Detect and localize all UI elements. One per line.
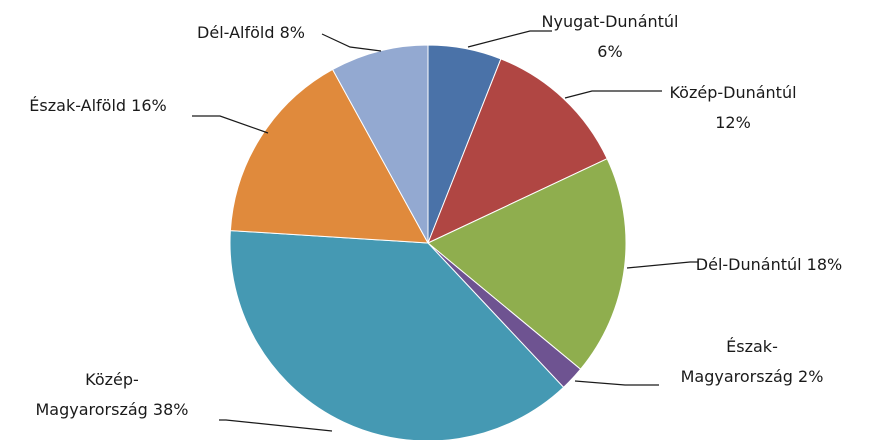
data-label-kozep-magyarorszag: Közép- Magyarország 38% (36, 370, 189, 419)
data-label-kozep-dunantul: Közép-Dunántúl 12% (669, 83, 796, 132)
leader-lines (192, 30, 698, 432)
data-label-line: Magyarország 2% (681, 367, 824, 386)
pie-slice-eszak-alfold (229, 68, 429, 244)
data-label-eszak-alfold: Észak-Alföld 16% (29, 96, 166, 115)
leader-line-eszak-alfold (192, 115, 269, 134)
pie-slice-kozep-magyarorszag (229, 230, 565, 440)
pie-slice-kozep-dunantul (427, 58, 608, 244)
data-label-line: Nyugat-Dunántúl (542, 12, 679, 31)
pie-slices (229, 44, 627, 440)
data-label-eszak-magyarorszag: Észak- Magyarország 2% (681, 337, 824, 386)
data-label-nyugat-dunantul: Nyugat-Dunántúl 6% (542, 12, 679, 61)
data-label-line: Közép- (85, 370, 139, 389)
leader-line-nyugat-dunantul (467, 30, 552, 48)
leader-line-kozep-dunantul (564, 90, 662, 99)
data-label-del-dunantul: Dél-Dunántúl 18% (696, 255, 842, 274)
leader-line-eszak-magyarorszag (574, 380, 659, 386)
data-label-line: Dél-Alföld 8% (197, 23, 305, 42)
data-label-line: Észak- (726, 337, 778, 356)
data-labels: Nyugat-Dunántúl 6% Közép-Dunántúl 12% Dél-Du… (29, 12, 842, 419)
data-label-line: Magyarország 38% (36, 400, 189, 419)
data-label-del-alfold: Dél-Alföld 8% (197, 23, 305, 42)
data-label-line: 12% (715, 113, 751, 132)
data-label-line: Észak-Alföld 16% (29, 96, 166, 115)
pie-slice-del-dunantul (427, 158, 627, 370)
data-label-line: Közép-Dunántúl (669, 83, 796, 102)
data-label-line: 6% (597, 42, 622, 61)
leader-line-del-dunantul (626, 261, 698, 269)
leader-line-del-alfold (321, 33, 382, 52)
data-label-line: Dél-Dunántúl 18% (696, 255, 842, 274)
leader-line-kozep-magyarorszag (219, 419, 333, 432)
